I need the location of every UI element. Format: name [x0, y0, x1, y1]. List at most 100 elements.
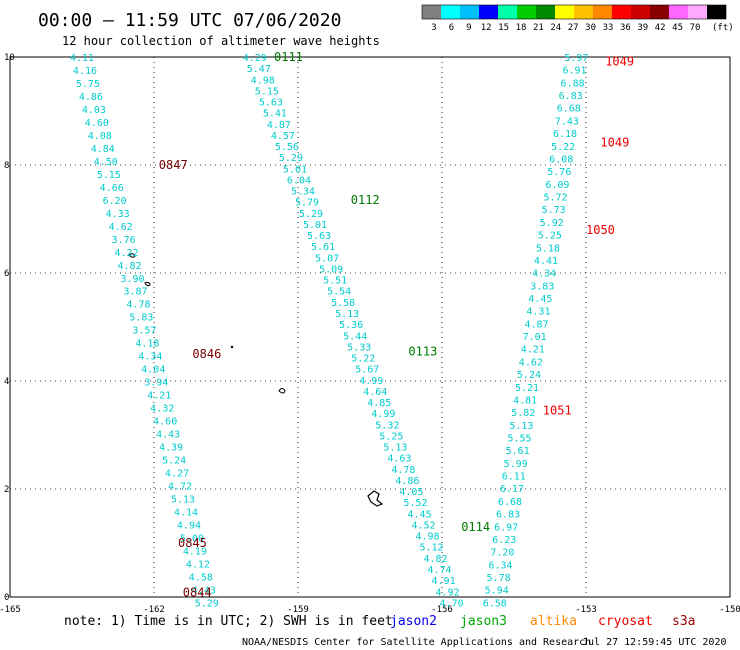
colorbar-swatch [593, 5, 612, 19]
wave-height-value: 4.91 [432, 576, 456, 587]
wave-height-value: 5.54 [327, 287, 351, 298]
wave-height-value: 3.94 [144, 378, 168, 389]
wave-height-value: 4.27 [165, 469, 189, 480]
colorbar-frame [421, 4, 727, 20]
wave-height-value: 4.81 [513, 395, 537, 406]
wave-height-value: 3.76 [112, 235, 136, 246]
colorbar-swatch [441, 5, 460, 19]
footer-note: note: 1) Time is in UTC; 2) SWH is in fe… [64, 614, 393, 629]
wave-height-value: 4.18 [135, 339, 159, 350]
colorbar-swatch [631, 5, 650, 19]
pass-time-label: 1050 [586, 223, 615, 237]
wave-height-value: 4.05 [399, 487, 423, 498]
colorbar-tick-label: 3 [431, 23, 436, 33]
x-tick-label: -165 [0, 605, 21, 615]
wave-height-value: 5.12 [419, 543, 443, 554]
wave-height-value: 4.52 [411, 520, 435, 531]
wave-height-value: 5.94 [485, 586, 509, 597]
wave-height-value: 4.62 [109, 222, 133, 233]
colorbar-tick-label: 33 [603, 23, 614, 33]
wave-height-value: 5.36 [339, 320, 363, 331]
pass-time-label: 1051 [543, 404, 572, 418]
colorbar-tick-label: 12 [481, 23, 492, 33]
island-outlines [128, 253, 384, 507]
wave-height-value: 4.21 [521, 345, 545, 356]
colorbar-swatch [517, 5, 536, 19]
wave-height-value: 5.24 [162, 456, 186, 467]
wave-height-value: 4.32 [150, 404, 174, 415]
wave-height-value: 4.92 [436, 587, 460, 598]
colorbar-tick-label: 9 [466, 23, 471, 33]
wave-height-value: 5.22 [551, 142, 575, 153]
colorbar-swatch [650, 5, 669, 19]
wave-height-value: 4.34 [532, 269, 556, 280]
wave-height-value: 6.97 [494, 522, 518, 533]
wave-height-value: 5.01 [303, 220, 327, 231]
colorbar-swatch [669, 5, 688, 19]
wave-height-value: 5.07 [315, 253, 339, 264]
colorbar-swatch [555, 5, 574, 19]
legend-item-altika: altika [530, 614, 577, 629]
wave-height-value: 6.17 [500, 484, 524, 495]
x-tick-label: -159 [287, 605, 309, 615]
wave-height-value: 4.99 [371, 409, 395, 420]
colorbar-swatch [707, 5, 726, 19]
wave-height-value: 5.63 [307, 231, 331, 242]
wave-height-value: 6.20 [103, 196, 127, 207]
colorbar-swatch [688, 5, 707, 19]
colorbar-swatch [479, 5, 498, 19]
wave-height-value: 5.25 [379, 431, 403, 442]
y-tick-label: 2 [4, 485, 9, 495]
colorbar-tick-label: 42 [655, 23, 666, 33]
wave-height-value: 4.33 [106, 209, 130, 220]
colorbar-tick-label: 45 [672, 23, 683, 33]
wave-height-value: 5.99 [504, 459, 528, 470]
wave-height-value: 4.43 [192, 585, 216, 596]
wave-height-value: 4.08 [88, 131, 112, 142]
wave-height-value: 6.68 [557, 104, 581, 115]
wave-height-value: 4.82 [423, 554, 447, 565]
wave-height-value: 5.13 [171, 495, 195, 506]
y-tick-label: 4 [4, 377, 9, 387]
colorbar-tick-label: 21 [533, 23, 544, 33]
axis-tick-labels: -165 -162 -159 -156 -153 -150 10 8 6 4 2 0 [0, 53, 740, 615]
wave-height-value: 5.33 [347, 342, 371, 353]
colorbar-tick-label: 6 [449, 23, 454, 33]
wave-height-value: 4.12 [186, 559, 210, 570]
footer-timestamp: Jul 27 12:59:45 UTC 2020 [582, 637, 727, 648]
wave-height-value: 5.61 [506, 446, 530, 457]
wave-height-value: 4.04 [141, 365, 165, 376]
wave-height-value: 4.21 [147, 391, 171, 402]
map-grid [10, 57, 730, 597]
legend-item-jason3: jason3 [460, 614, 507, 629]
wave-height-value: 5.00 [180, 533, 204, 544]
wave-height-value: 4.84 [91, 144, 115, 155]
wave-height-value: 4.31 [526, 307, 550, 318]
colorbar-swatch [498, 5, 517, 19]
wave-height-value: 6.04 [287, 175, 311, 186]
wave-height-value: 4.14 [174, 508, 198, 519]
pass-time-label: 0845 [178, 536, 207, 550]
wave-height-value: 5.13 [335, 309, 359, 320]
wave-height-value: 4.43 [156, 430, 180, 441]
island-outline [367, 490, 384, 507]
colorbar-swatch [536, 5, 555, 19]
wave-height-value: 3.83 [530, 281, 554, 292]
wave-height-value: 4.85 [367, 398, 391, 409]
wave-height-value: 5.13 [509, 421, 533, 432]
wave-height-value: 3.90 [120, 274, 144, 285]
wave-height-value: 6.68 [498, 497, 522, 508]
y-tick-label: 0 [4, 593, 9, 603]
wave-height-value: 6.34 [488, 560, 512, 571]
wave-height-value: 4.45 [407, 509, 431, 520]
wave-height-value: 4.11 [70, 53, 94, 64]
legend-item-jason2: jason2 [390, 614, 437, 629]
wave-height-value: 4.94 [177, 520, 201, 531]
x-tick-label: -153 [575, 605, 597, 615]
colorbar-unit: (ft) [712, 23, 734, 33]
wave-height-value: 4.29 [243, 53, 267, 64]
wave-height-value: 6.09 [545, 180, 569, 191]
colorbar-swatch [460, 5, 479, 19]
wave-height-value: 4.45 [528, 294, 552, 305]
